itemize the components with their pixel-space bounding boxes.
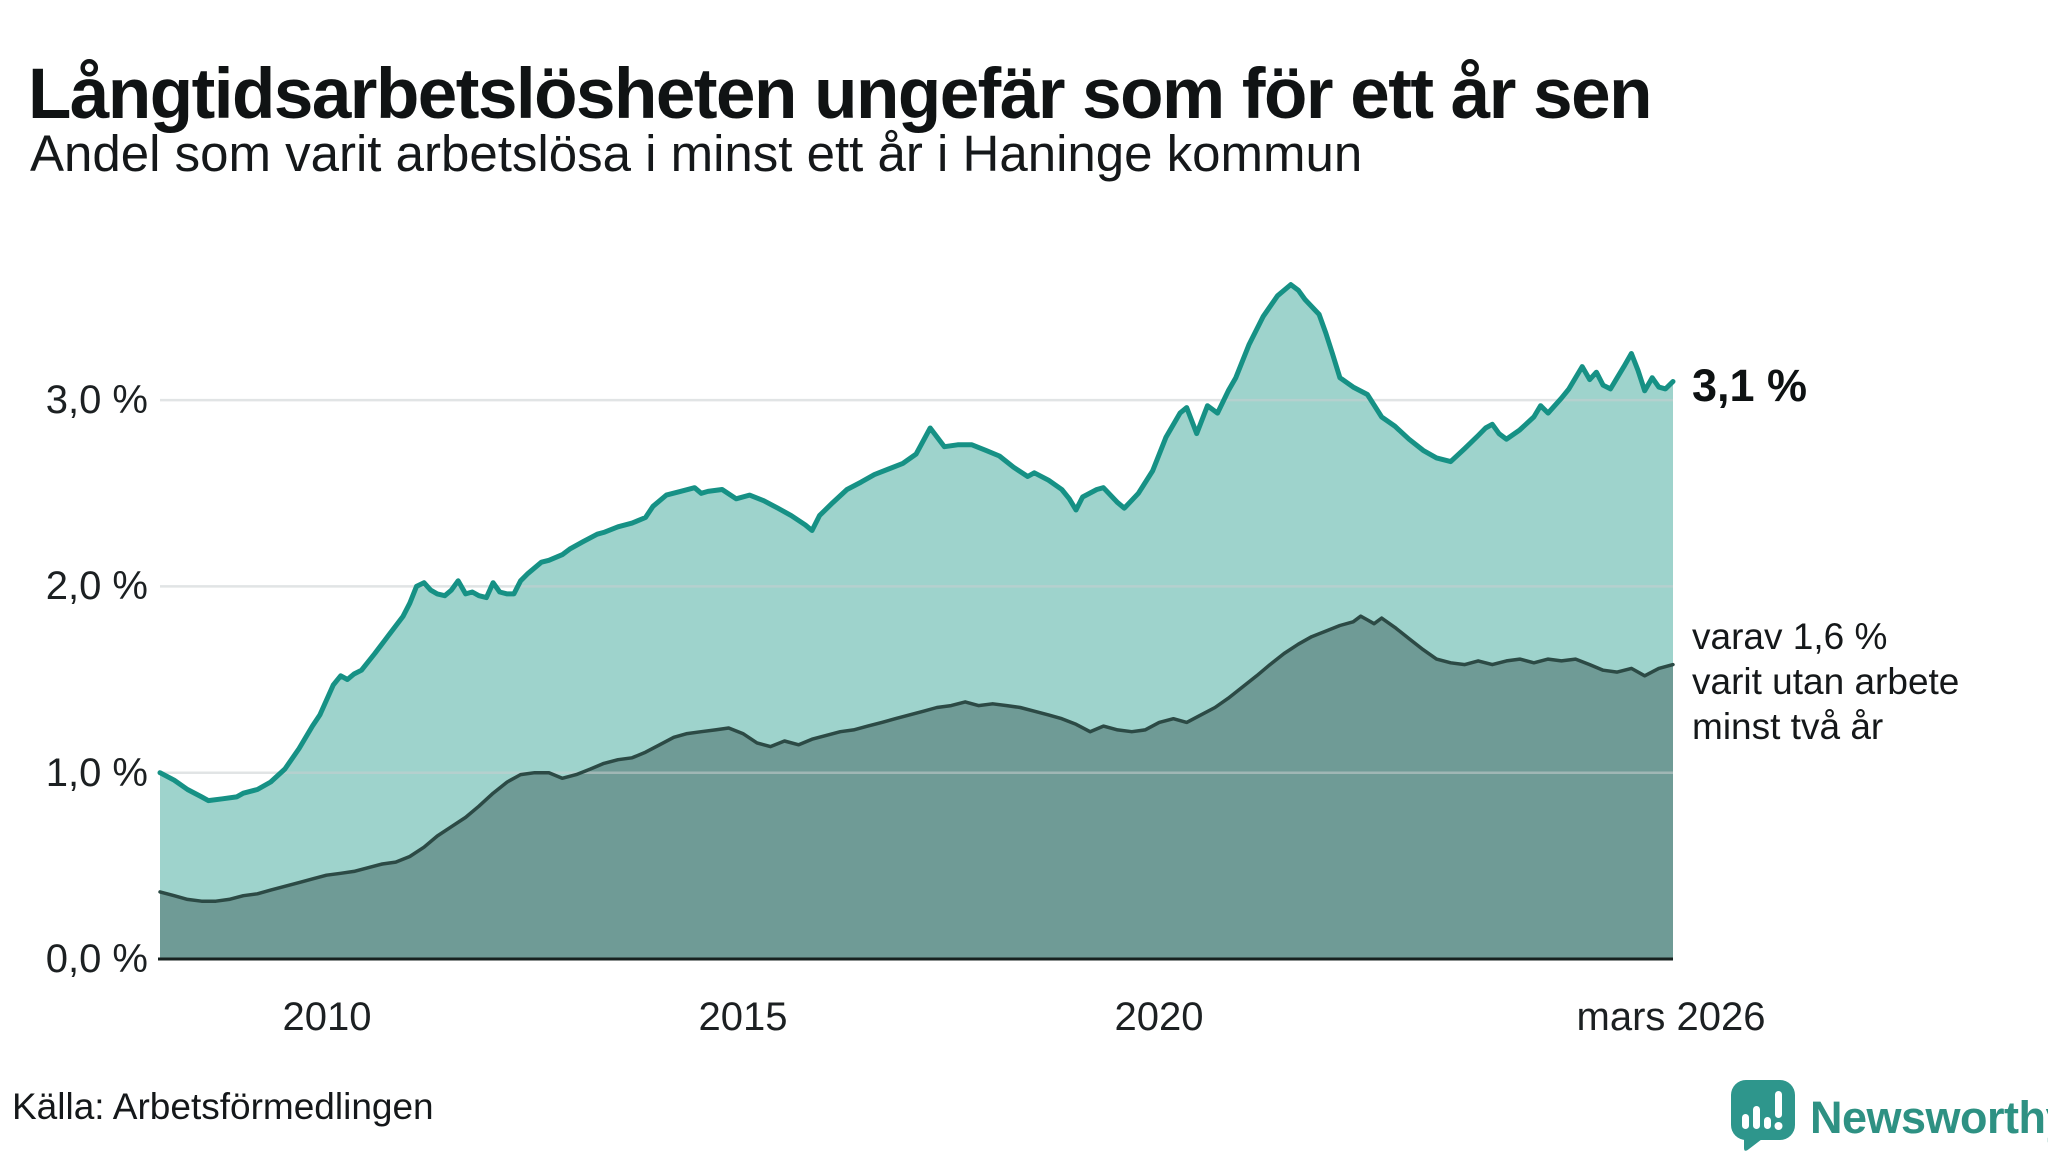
newsworthy-logo: Newsworthy xyxy=(1730,1078,2048,1157)
y-tick-label-0: 0,0 % xyxy=(45,937,148,981)
newsworthy-wordmark: Newsworthy xyxy=(1810,1091,2048,1143)
total-line xyxy=(157,282,1676,804)
y-tick-label-2: 2,0 % xyxy=(45,564,148,608)
x-tick-label-2015: 2015 xyxy=(698,995,788,1039)
two-year-area-fill xyxy=(160,616,1673,959)
page-title: Långtidsarbetslösheten ungefär som för e… xyxy=(28,54,1652,134)
newsworthy-bubble-icon xyxy=(1730,1078,1798,1157)
total-series-value-label: 3,1 % xyxy=(1692,360,1808,411)
two-year-annotation-line1: varav 1,6 % xyxy=(1692,616,1888,657)
source-credit: Källa: Arbetsförmedlingen xyxy=(12,1086,434,1127)
y-tick-label-1: 1,0 % xyxy=(45,751,148,795)
two-year-line xyxy=(158,614,1675,903)
x-tick-label-2020: 2020 xyxy=(1114,995,1204,1039)
two-year-annotation-line2: varit utan arbete xyxy=(1692,661,1960,702)
two-year-series-annotation: varav 1,6 % varit utan arbete minst två … xyxy=(1692,614,1959,749)
y-tick-label-3: 3,0 % xyxy=(45,378,148,422)
x-tick-label-mars-2026: mars 2026 xyxy=(1576,995,1766,1039)
page-subtitle: Andel som varit arbetslösa i minst ett å… xyxy=(30,125,1363,182)
two-year-annotation-line3: minst två år xyxy=(1692,706,1884,747)
x-tick-label-2010: 2010 xyxy=(282,995,372,1039)
